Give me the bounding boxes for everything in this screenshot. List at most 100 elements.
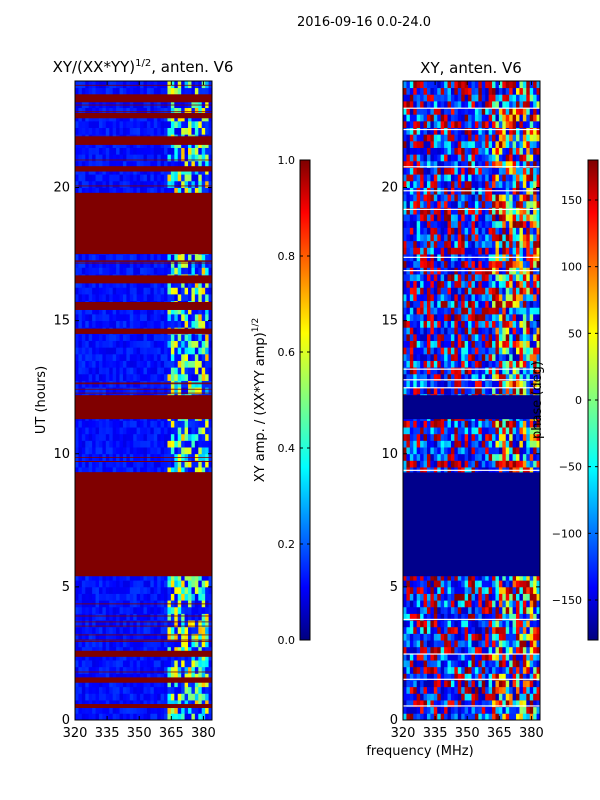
right-heatmap-cell	[492, 593, 496, 601]
left-heatmap-cell	[177, 440, 182, 448]
left-heatmap-cell	[133, 267, 138, 275]
left-heatmap-cell	[133, 174, 138, 182]
left-heatmap-cell	[81, 154, 86, 162]
right-heatmap-cell	[430, 686, 435, 694]
right-heatmap-cell	[536, 700, 540, 708]
left-heatmap-cell	[81, 81, 86, 89]
right-heatmap-cell	[509, 586, 513, 594]
left-heatmap-cell	[205, 640, 209, 648]
left-heatmap-cell	[85, 347, 90, 355]
left-heatmap-cell	[194, 347, 199, 355]
left-heatmap-cell	[201, 333, 206, 341]
left-heatmap-cell	[160, 586, 165, 594]
left-heatmap-cell	[140, 420, 144, 428]
left-heatmap-cell	[188, 660, 192, 668]
left-heatmap-cell	[112, 646, 117, 654]
right-heatmap-cell	[519, 640, 524, 648]
left-heatmap-cell	[105, 147, 110, 155]
left-heatmap-cell	[201, 267, 206, 275]
left-heatmap-cell	[194, 420, 199, 428]
left-line	[75, 461, 212, 462]
right-heatmap-cell	[474, 686, 479, 694]
left-heatmap-cell	[167, 127, 172, 135]
left-heatmap-cell	[95, 87, 100, 95]
left-line	[75, 261, 212, 263]
left-heatmap-cell	[116, 580, 120, 588]
left-heatmap-cell	[75, 160, 79, 168]
left-heatmap-cell	[167, 633, 172, 641]
right-heatmap-cell	[529, 653, 534, 661]
left-heatmap-cell	[133, 693, 138, 701]
right-heatmap-cell	[420, 633, 424, 641]
right-heatmap-cell	[495, 600, 500, 608]
left-heatmap-cell	[109, 100, 114, 109]
left-heatmap-cell	[181, 606, 185, 614]
right-heatmap-cell	[529, 666, 534, 674]
left-heatmap-cell	[198, 127, 203, 135]
left-heatmap-cell	[78, 127, 83, 135]
left-y-tick-label: 10	[53, 447, 70, 462]
right-heatmap-cell	[413, 613, 418, 621]
left-heatmap-cell	[198, 307, 203, 315]
left-heatmap-cell	[81, 646, 86, 654]
left-heatmap-cell	[129, 107, 134, 115]
left-heatmap-cell	[116, 260, 120, 268]
left-heatmap-cell	[126, 387, 131, 395]
right-heatmap-cell	[454, 613, 459, 621]
right-heatmap-cell	[403, 586, 407, 594]
right-heatmap-cell	[430, 626, 435, 634]
left-heatmap-cell	[105, 333, 110, 341]
right-heatmap-cell	[461, 693, 466, 701]
left-line	[75, 472, 212, 473]
right-heatmap-cell	[433, 660, 438, 668]
left-heatmap-cell	[140, 580, 144, 588]
left-heatmap-cell	[170, 333, 175, 341]
right-heatmap-cell	[516, 693, 520, 701]
left-heatmap-cell	[95, 187, 100, 195]
left-heatmap-cell	[129, 640, 134, 648]
left-heatmap-cell	[157, 706, 162, 714]
right-heatmap-cell	[461, 606, 466, 614]
left-heatmap-cell	[75, 440, 79, 448]
left-heatmap-cell	[122, 467, 127, 475]
left-heatmap-cell	[78, 320, 83, 328]
left-heatmap-cell	[205, 120, 209, 128]
right-heatmap-cell	[454, 706, 459, 714]
left-heatmap-cell	[85, 666, 90, 674]
right-heatmap-cell	[478, 673, 483, 681]
left-heatmap-cell	[75, 260, 79, 268]
left-heatmap-cell	[136, 320, 141, 328]
right-heatmap-cell	[488, 653, 493, 661]
right-heatmap-cell	[533, 693, 537, 701]
right-heatmap-cell	[533, 600, 537, 608]
left-heatmap-cell	[160, 613, 165, 621]
right-heatmap-cell	[416, 680, 421, 688]
right-heatmap-cell	[409, 613, 414, 621]
left-heatmap-cell	[174, 387, 179, 395]
left-heatmap-cell	[85, 313, 90, 322]
left-heatmap-cell	[208, 347, 212, 355]
left-heatmap-cell	[119, 706, 124, 714]
right-heatmap-cell	[512, 626, 517, 634]
right-heatmap-cell	[420, 693, 424, 701]
left-heatmap-cell	[136, 187, 141, 195]
right-heatmap-cell	[430, 646, 435, 654]
left-heatmap-cell	[140, 107, 144, 115]
left-heatmap-cell	[153, 107, 158, 115]
left-heatmap-cell	[143, 586, 148, 594]
left-heatmap-cell	[174, 294, 179, 302]
left-heatmap-cell	[119, 347, 124, 355]
right-heatmap-cell	[481, 713, 486, 720]
left-heatmap-cell	[92, 307, 96, 315]
right-heatmap-cell	[437, 600, 442, 608]
left-heatmap-cell	[205, 107, 209, 115]
left-heatmap-cell	[143, 187, 148, 195]
left-axes-frame	[74, 80, 213, 721]
left-heatmap-cell	[181, 313, 185, 322]
left-heatmap-cell	[95, 260, 100, 268]
left-heatmap-cell	[119, 107, 124, 115]
left-heatmap-cell	[95, 706, 100, 714]
left-heatmap-cell	[140, 593, 144, 601]
left-heatmap-cell	[102, 307, 107, 315]
left-heatmap-cell	[184, 620, 189, 628]
